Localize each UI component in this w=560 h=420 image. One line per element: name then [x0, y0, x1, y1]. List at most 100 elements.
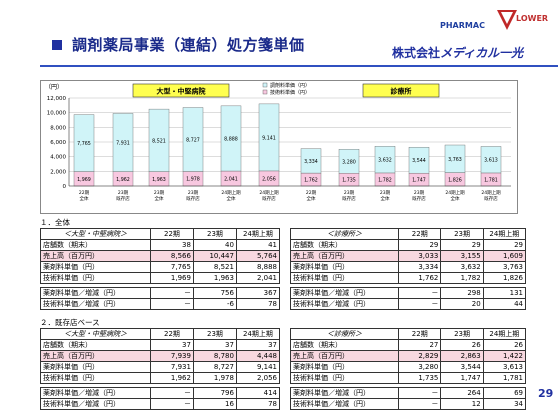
bar-label-technical: 1,962 — [116, 177, 130, 183]
row-value: 37 — [235, 339, 281, 351]
table-column-header: 22期 — [398, 228, 442, 240]
y-tick-label: 10,000 — [47, 111, 67, 117]
table-header-row: ＜診療所＞ 22期 23期 24期上期 — [289, 328, 527, 340]
table-row: 売上高（百万円） 7,939 8,780 4,448 — [40, 350, 281, 362]
row-value: 3,155 — [440, 250, 484, 262]
row-value: 3,613 — [482, 361, 527, 373]
row-value: 756 — [192, 287, 237, 299]
table-existing-clinic: ＜診療所＞ 22期 23期 24期上期 店舗数（期末） 27 26 26 売上高（百万円） 2,8… — [289, 328, 527, 410]
row-value: 41 — [235, 239, 281, 251]
title-bullet-icon — [52, 40, 62, 50]
row-label: 売上高（百万円） — [40, 250, 151, 262]
flower-logo-icon — [497, 10, 517, 30]
row-label: 店舗数（期末） — [289, 339, 400, 351]
row-value: 1,978 — [192, 372, 237, 384]
bar-label-dispensing: 3,613 — [484, 158, 498, 164]
row-value: 298 — [440, 287, 484, 299]
x-tick-label-period: 22期 — [306, 190, 317, 196]
table-row: 薬剤料単価（円） 7,931 8,727 9,141 — [40, 361, 281, 373]
row-value: 131 — [482, 287, 527, 299]
row-value: － — [149, 298, 194, 310]
row-label: 薬剤料単価（円） — [40, 361, 151, 373]
table-column-header: 24期上期 — [482, 228, 527, 240]
table-row: 技術料単価／増減（円）－ 16 78 — [40, 398, 281, 410]
x-tick-label-scope: 既存店 — [186, 195, 200, 202]
table-row: 売上高（百万円） 8,566 10,447 5,764 — [40, 250, 281, 262]
bar-label-technical: 1,969 — [77, 177, 91, 183]
table-row: 売上高（百万円） 3,033 3,155 1,609 — [289, 250, 527, 262]
table-row: 店舗数（期末） 38 40 41 — [40, 239, 281, 251]
bar-dispensing — [112, 113, 134, 172]
table-category-header: ＜大型・中堅病院＞ — [40, 228, 151, 240]
table-row: 技術料単価（円） 1,735 1,747 1,781 — [289, 372, 527, 384]
y-tick-label: 12,000 — [47, 96, 67, 102]
bar-label-dispensing: 7,931 — [116, 141, 130, 147]
x-tick-label-period: 23期 — [154, 190, 165, 196]
page-title: 調剤薬局事業（連結）処方箋単価 — [72, 36, 305, 54]
row-value: 37 — [192, 339, 237, 351]
x-tick-label-scope: 全体 — [155, 195, 164, 202]
row-value: 29 — [440, 239, 484, 251]
x-tick-label-period: 23期 — [414, 190, 425, 196]
x-tick-label-period: 23期 — [118, 190, 129, 196]
row-value: 8,521 — [192, 261, 237, 273]
row-value: 1,781 — [482, 372, 527, 384]
table-column-header: 23期 — [192, 228, 237, 240]
row-value: 1,969 — [149, 272, 194, 284]
row-value: 3,280 — [398, 361, 442, 373]
bar-dispensing — [444, 144, 466, 173]
x-tick-label-scope: 全体 — [381, 195, 390, 202]
table-row: 技術料単価（円） 1,962 1,978 2,056 — [40, 372, 281, 384]
bar-label-technical: 2,041 — [224, 177, 238, 183]
row-value: 44 — [482, 298, 527, 310]
table-row: 薬剤料単価／増減（円）－ 298 131 — [289, 287, 527, 299]
row-value: 8,888 — [235, 261, 281, 273]
logo-text-pharmac: PHARMAC — [440, 21, 485, 30]
company-name: 株式会社メディカル一光 — [392, 44, 523, 61]
table-category-header: ＜診療所＞ — [289, 228, 400, 240]
row-value: 1,962 — [149, 372, 194, 384]
row-value: -6 — [192, 298, 237, 310]
bar-label-dispensing: 3,334 — [304, 159, 318, 165]
row-label: 技術料単価（円） — [289, 272, 400, 284]
x-tick-label-scope: 既存店 — [116, 195, 130, 202]
row-value: 8,780 — [192, 350, 237, 362]
row-value: 2,056 — [235, 372, 281, 384]
row-value: 8,566 — [149, 250, 194, 262]
row-value: 3,033 — [398, 250, 442, 262]
page-number: 29 — [538, 387, 554, 400]
row-value: 2,863 — [440, 350, 484, 362]
row-value: 1,782 — [440, 272, 484, 284]
row-label: 薬剤料単価（円） — [40, 261, 151, 273]
bar-label-dispensing: 3,763 — [448, 157, 462, 163]
bar-label-dispensing: 7,765 — [77, 141, 91, 147]
row-value: 7,931 — [149, 361, 194, 373]
row-value: － — [149, 398, 194, 410]
logo-text-lower: LOWER — [516, 14, 549, 23]
row-label: 技術料単価（円） — [40, 272, 151, 284]
x-tick-label-scope: 既存店 — [342, 195, 356, 202]
row-value: 38 — [149, 239, 194, 251]
group-label-hospital: 大型・中堅病院 — [157, 87, 206, 96]
row-value: 1,735 — [398, 372, 442, 384]
x-tick-label-scope: 全体 — [307, 195, 316, 202]
x-tick-label-period: 24期上期 — [221, 189, 241, 196]
table-row: 店舗数（期末） 37 37 37 — [40, 339, 281, 351]
y-tick-label: 6,000 — [50, 140, 66, 146]
row-value: 4,448 — [235, 350, 281, 362]
table-row: 売上高（百万円） 2,829 2,863 1,422 — [289, 350, 527, 362]
row-value: 3,632 — [440, 261, 484, 273]
x-tick-label-period: 23期 — [344, 190, 355, 196]
row-value: 367 — [235, 287, 281, 299]
row-value: 78 — [235, 398, 281, 410]
row-label: 技術料単価（円） — [289, 372, 400, 384]
table-row: 薬剤料単価／増減（円）－ 264 69 — [289, 387, 527, 399]
row-value: 20 — [440, 298, 484, 310]
x-tick-label-scope: 全体 — [80, 195, 89, 202]
row-label: 店舗数（期末） — [40, 339, 151, 351]
row-value: 26 — [440, 339, 484, 351]
row-label: 技術料単価／増減（円） — [40, 398, 151, 410]
row-label: 技術料単価／増減（円） — [289, 398, 400, 410]
table-row: 店舗数（期末） 27 26 26 — [289, 339, 527, 351]
table-column-header: 23期 — [440, 228, 484, 240]
